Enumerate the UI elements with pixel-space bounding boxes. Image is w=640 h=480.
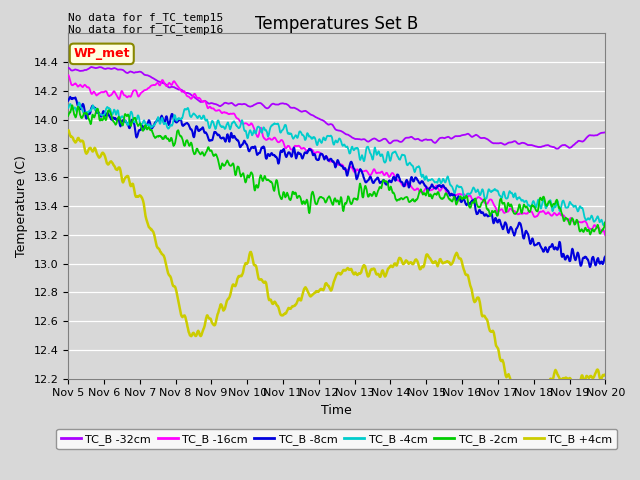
Text: No data for f_TC_temp15: No data for f_TC_temp15 <box>68 12 223 23</box>
Legend: TC_B -32cm, TC_B -16cm, TC_B -8cm, TC_B -4cm, TC_B -2cm, TC_B +4cm: TC_B -32cm, TC_B -16cm, TC_B -8cm, TC_B … <box>56 429 617 449</box>
Text: No data for f_TC_temp16: No data for f_TC_temp16 <box>68 24 223 35</box>
X-axis label: Time: Time <box>321 404 352 417</box>
Y-axis label: Temperature (C): Temperature (C) <box>15 155 28 257</box>
Text: WP_met: WP_met <box>74 48 130 60</box>
Title: Temperatures Set B: Temperatures Set B <box>255 15 419 33</box>
